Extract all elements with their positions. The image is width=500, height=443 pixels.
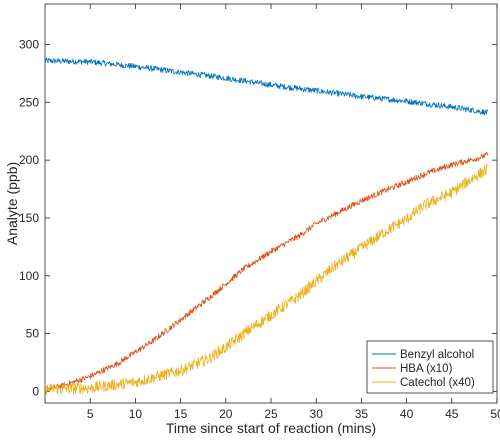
y-axis-title: Analyte (ppb) xyxy=(4,162,20,245)
y-tick-label: 300 xyxy=(19,37,39,51)
x-tick-label: 25 xyxy=(264,407,278,421)
legend-label: Catechol (x40) xyxy=(400,377,475,389)
x-tick-label: 15 xyxy=(174,407,188,421)
x-tick-label: 35 xyxy=(355,407,369,421)
series-line-3 xyxy=(44,163,489,396)
y-tick-label: 100 xyxy=(19,269,39,283)
y-axis: 0 50 100 150 200 250 300 xyxy=(19,37,497,398)
x-axis-title: Time since start of reaction (mins) xyxy=(166,420,376,436)
x-axis: 5 10 15 20 25 30 35 40 45 50 xyxy=(87,4,500,421)
y-tick-label: 200 xyxy=(19,153,39,167)
y-tick-label: 50 xyxy=(26,327,40,341)
x-tick-label: 45 xyxy=(445,407,459,421)
legend-box xyxy=(366,340,494,394)
legend-label: Benzyl alcohol xyxy=(400,349,474,361)
series-layer xyxy=(44,57,489,396)
plot-area xyxy=(44,3,498,404)
y-tick-label: 150 xyxy=(19,211,39,225)
x-tick-label: 20 xyxy=(219,407,233,421)
x-tick-label: 5 xyxy=(87,407,94,421)
x-tick-label: 30 xyxy=(310,407,324,421)
series-line-1 xyxy=(44,57,489,116)
y-tick-label: 0 xyxy=(32,384,39,398)
legend: Benzyl alcohol HBA (x10) Catechol (x40) xyxy=(366,340,494,394)
x-tick-label: 10 xyxy=(129,407,143,421)
legend-label: HBA (x10) xyxy=(400,363,453,375)
x-tick-label: 40 xyxy=(400,407,414,421)
series-line-2 xyxy=(44,151,489,392)
y-tick-label: 250 xyxy=(19,95,39,109)
x-tick-label: 50 xyxy=(490,407,500,421)
